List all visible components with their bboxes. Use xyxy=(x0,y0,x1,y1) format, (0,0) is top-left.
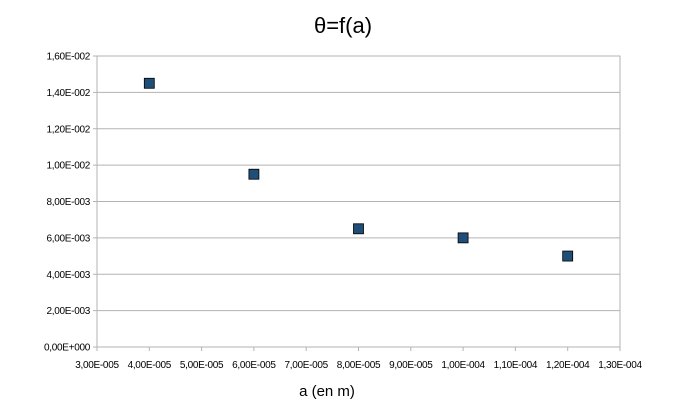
data-points xyxy=(143,77,574,262)
x-tick-label: 9,00E-005 xyxy=(389,360,433,371)
y-tick-label: 6,00E-003 xyxy=(47,233,91,244)
grid-lines xyxy=(97,55,620,348)
data-point xyxy=(248,168,260,180)
x-tick-label: 1,30E-004 xyxy=(598,360,642,371)
x-axis-ticks: 3,00E-005 4,00E-005 5,00E-005 6,00E-005 7,00… xyxy=(75,347,643,371)
data-point xyxy=(457,232,469,244)
data-point xyxy=(143,77,155,89)
x-tick-label: 1,00E-004 xyxy=(441,360,485,371)
x-axis-label: a (en m) xyxy=(299,383,355,400)
y-tick-label: 2,00E-003 xyxy=(47,306,91,317)
x-tick-label: 7,00E-005 xyxy=(284,360,328,371)
y-tick-label: 0,00E+000 xyxy=(44,343,91,354)
y-tick-label: 1,00E-002 xyxy=(47,161,91,172)
x-tick-label: 1,20E-004 xyxy=(546,360,590,371)
x-tick-label: 5,00E-005 xyxy=(180,360,224,371)
x-tick-label: 6,00E-005 xyxy=(232,360,276,371)
x-tick-label: 8,00E-005 xyxy=(337,360,381,371)
y-tick-label: 1,40E-002 xyxy=(47,88,91,99)
y-axis-ticks: 0,00E+000 2,00E-003 4,00E-003 6,00E-003 8,00… xyxy=(44,52,97,354)
y-tick-label: 8,00E-003 xyxy=(47,197,91,208)
data-point xyxy=(562,250,574,262)
x-tick-label: 3,00E-005 xyxy=(75,360,119,371)
chart-title: θ=f(a) xyxy=(314,13,372,38)
x-tick-label: 4,00E-005 xyxy=(128,360,172,371)
y-tick-label: 1,60E-002 xyxy=(47,52,91,63)
data-point xyxy=(353,223,364,235)
x-tick-label: 1,10E-004 xyxy=(494,360,538,371)
y-tick-label: 4,00E-003 xyxy=(47,270,91,281)
y-tick-label: 1,20E-002 xyxy=(47,124,91,135)
